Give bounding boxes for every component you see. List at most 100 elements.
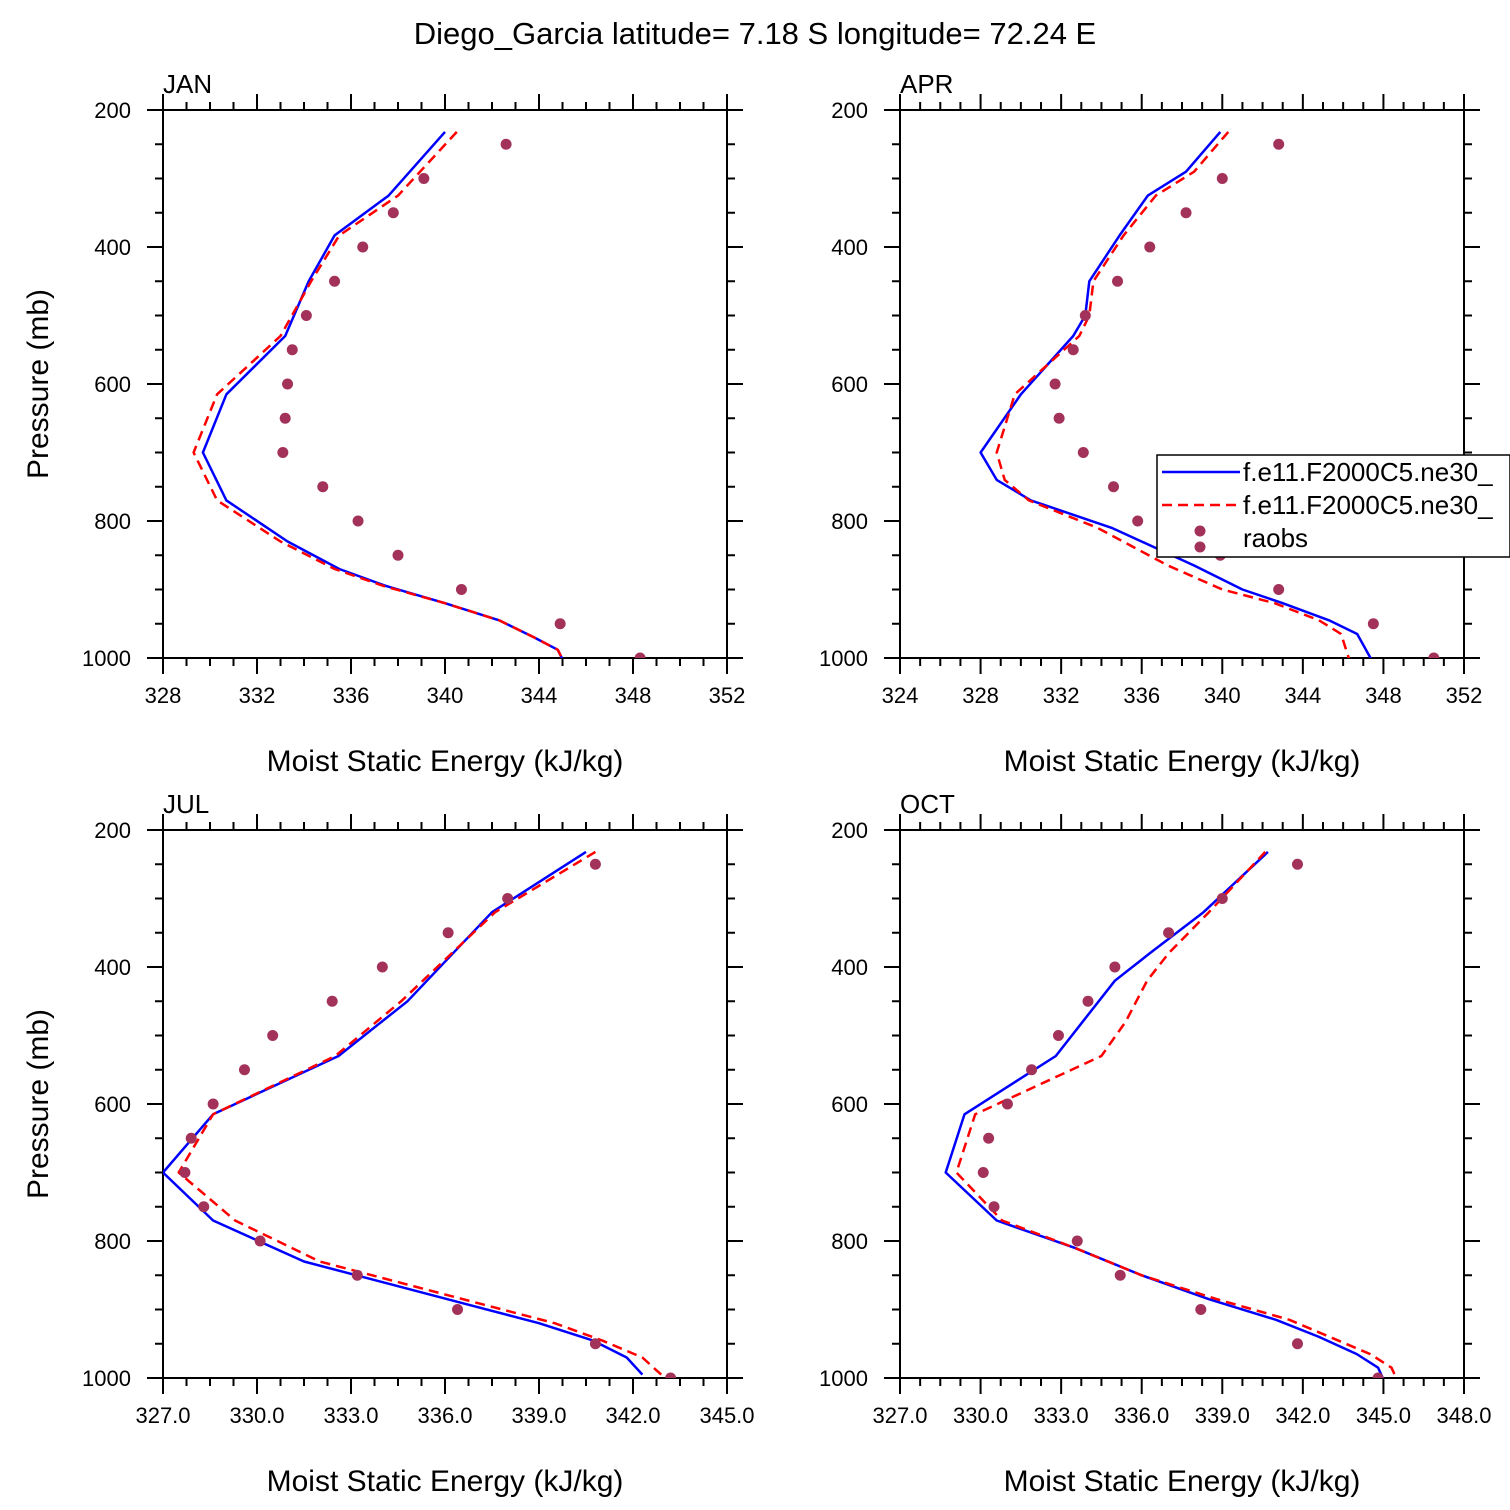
raobs-point [300, 310, 312, 321]
x-tick-label: 340 [427, 683, 464, 708]
y-tick-label: 800 [831, 509, 868, 534]
raobs-point [1372, 1372, 1384, 1378]
panel-jan: JAN 328 332 336 340 344 348 352 200 400 600 800 1000… [22, 69, 745, 778]
series-group-apr [979, 131, 1440, 658]
plot-frame-jul [162, 829, 728, 1379]
y-tick-label: 800 [831, 1229, 868, 1254]
series-line-model-2 [177, 850, 663, 1376]
series-group-jan [192, 131, 646, 658]
raobs-point [554, 618, 566, 630]
series-group-oct [944, 850, 1398, 1378]
raobs-point [286, 344, 298, 356]
y-tick-label: 600 [94, 1092, 131, 1117]
raobs-point [254, 1235, 266, 1247]
raobs-point [634, 652, 646, 658]
y-tick-label: 200 [94, 98, 131, 123]
raobs-point [1079, 310, 1091, 321]
y-tick-label: 1000 [819, 1366, 868, 1391]
x-tick-label: 336 [1123, 683, 1160, 708]
raobs-point [198, 1201, 210, 1213]
raobs-point [392, 549, 404, 561]
raobs-point [317, 481, 329, 493]
series-line-model-1 [979, 131, 1372, 658]
series-group-jul [163, 850, 677, 1378]
x-axis-label-jan: Moist Static Energy (kJ/kg) [267, 745, 624, 778]
raobs-point [1367, 618, 1379, 630]
panel-apr: APR 324 328 332 336 340 344 348 352 200 400 600 800 1… [819, 69, 1482, 778]
x-tick-label: 339.0 [511, 1403, 566, 1428]
raobs-point [279, 412, 291, 424]
raobs-point [329, 275, 341, 287]
legend-marker [1194, 541, 1206, 553]
raobs-point [1053, 412, 1065, 424]
raobs-point [1109, 961, 1121, 973]
raobs-point [1273, 584, 1285, 595]
legend-label: f.e11.F2000C5.ne30_ [1243, 457, 1493, 487]
raobs-point [1273, 138, 1285, 150]
panel-title-jan: JAN [163, 69, 212, 99]
plot-frame-jan [162, 109, 728, 659]
series-line-model-2 [995, 131, 1351, 658]
raobs-point [1216, 173, 1228, 184]
x-axis-label-apr: Moist Static Energy (kJ/kg) [1004, 745, 1361, 778]
series-line-model-1 [163, 850, 644, 1376]
legend: f.e11.F2000C5.ne30_f.e11.F2000C5.ne30_ra… [1156, 454, 1510, 558]
raobs-point [387, 207, 399, 219]
raobs-point [1026, 1064, 1038, 1076]
raobs-point [502, 893, 514, 904]
raobs-point [238, 1064, 250, 1076]
x-tick-label: 348 [615, 683, 652, 708]
y-tick-label: 400 [831, 955, 868, 980]
y-tick-label: 400 [831, 235, 868, 260]
x-axis-label-oct: Moist Static Energy (kJ/kg) [1004, 1465, 1361, 1498]
x-tick-label: 344 [1284, 683, 1321, 708]
y-tick-label: 200 [831, 818, 868, 843]
raobs-point [1077, 447, 1089, 458]
y-tick-label: 800 [94, 509, 131, 534]
raobs-point [418, 173, 430, 184]
raobs-point [455, 584, 467, 595]
series-line-model-1 [944, 850, 1385, 1378]
y-axis-label-jul: Pressure (mb) [22, 1009, 55, 1199]
x-tick-label: 330.0 [953, 1403, 1008, 1428]
raobs-point [1195, 1304, 1207, 1315]
x-tick-label: 336.0 [1114, 1403, 1169, 1428]
series-line-model-2 [955, 851, 1398, 1378]
y-tick-label: 200 [831, 98, 868, 123]
y-tick-label: 800 [94, 1229, 131, 1254]
raobs-point [500, 138, 512, 150]
raobs-point [376, 961, 388, 973]
raobs-point [179, 1167, 191, 1178]
y-tick-label: 1000 [82, 646, 131, 671]
x-tick-label: 345.0 [699, 1403, 754, 1428]
x-tick-label: 345.0 [1356, 1403, 1411, 1428]
x-tick-label: 327.0 [135, 1403, 190, 1428]
x-tick-label: 332 [1043, 683, 1080, 708]
raobs-point [1291, 858, 1303, 870]
x-tick-label: 336 [333, 683, 370, 708]
raobs-point [1112, 275, 1124, 287]
x-tick-label: 342.0 [1275, 1403, 1330, 1428]
panel-title-jul: JUL [163, 789, 209, 819]
raobs-point [1001, 1098, 1013, 1110]
raobs-point [1067, 344, 1079, 356]
y-tick-label: 400 [94, 235, 131, 260]
figure-title: Diego_Garcia latitude= 7.18 S longitude=… [414, 16, 1096, 51]
y-tick-label: 1000 [819, 646, 868, 671]
raobs-point [1163, 927, 1175, 939]
y-tick-label: 200 [94, 818, 131, 843]
x-tick-label: 333.0 [323, 1403, 378, 1428]
raobs-point [351, 1269, 363, 1281]
raobs-point [1291, 1338, 1303, 1350]
raobs-point [282, 378, 294, 390]
x-tick-label: 333.0 [1034, 1403, 1089, 1428]
raobs-point [357, 241, 369, 253]
x-axis-label-jul: Moist Static Energy (kJ/kg) [267, 1465, 624, 1498]
x-tick-label: 336.0 [417, 1403, 472, 1428]
y-tick-label: 1000 [82, 1366, 131, 1391]
y-tick-label: 600 [94, 372, 131, 397]
legend-label: raobs [1243, 523, 1308, 553]
raobs-point [185, 1132, 197, 1144]
panel-title-oct: OCT [900, 789, 955, 819]
